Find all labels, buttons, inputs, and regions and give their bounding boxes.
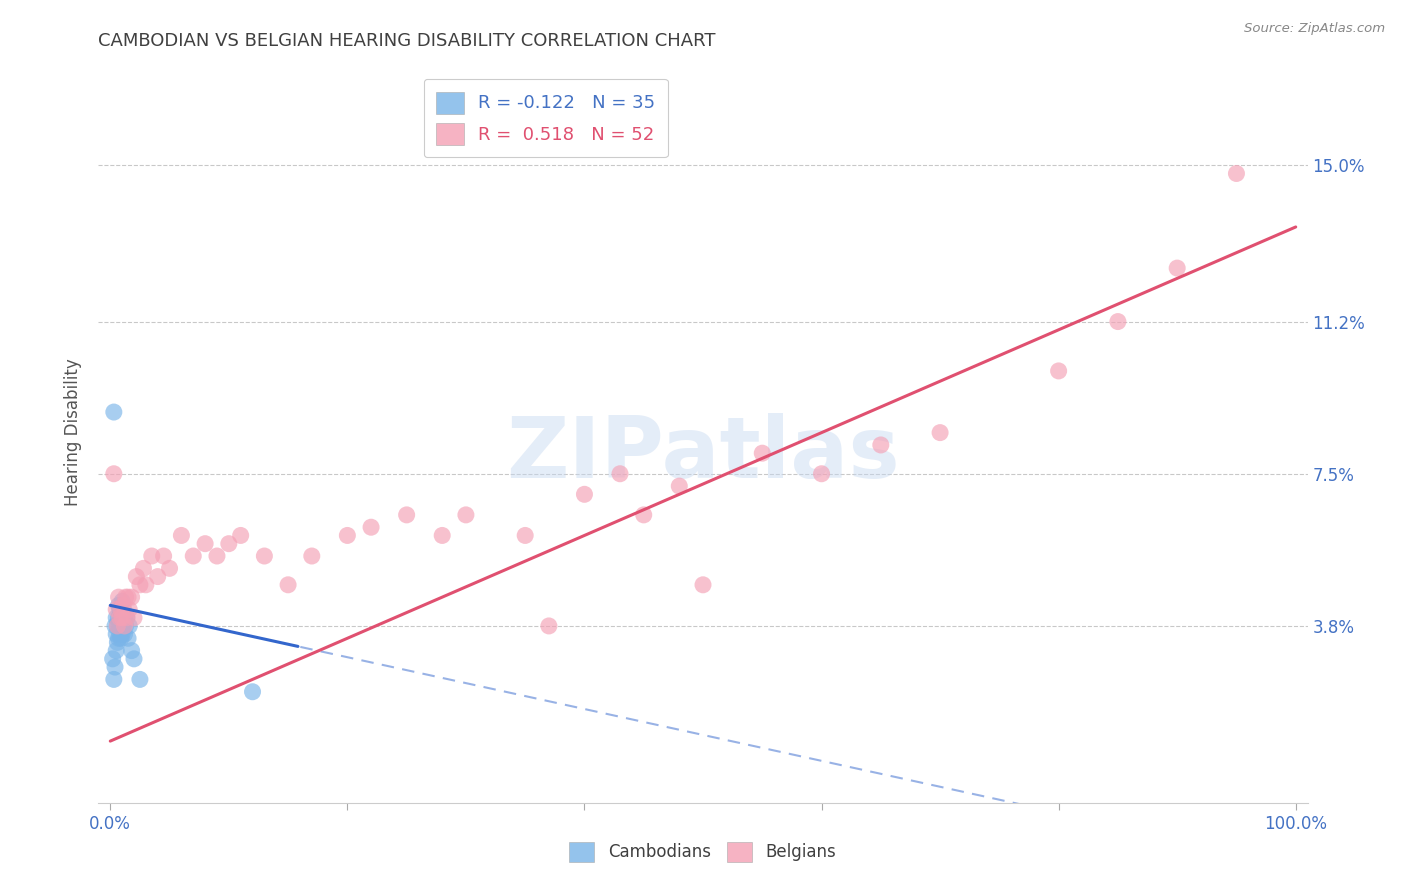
Point [454, 508, 477, 522]
Point [105, 627, 128, 641]
Point [218, 536, 240, 550]
Point [111, 627, 134, 641]
Point [122, 610, 145, 624]
Point [253, 549, 276, 563]
Point [360, 520, 382, 534]
Point [395, 508, 418, 522]
Point [692, 578, 714, 592]
Point [107, 610, 129, 624]
Point [277, 578, 299, 592]
Point [108, 627, 131, 641]
Point [810, 467, 832, 481]
Point [111, 607, 134, 621]
Point [115, 610, 138, 624]
Point [205, 549, 228, 563]
Point [609, 467, 631, 481]
Point [104, 619, 127, 633]
Point [105, 610, 128, 624]
Point [103, 673, 125, 687]
Point [181, 549, 204, 563]
Point [114, 619, 136, 633]
Point [105, 643, 128, 657]
Point [110, 610, 132, 624]
Point [141, 549, 163, 563]
Point [114, 590, 136, 604]
Point [105, 635, 128, 649]
Legend: Cambodians, Belgians: Cambodians, Belgians [562, 835, 844, 869]
Point [108, 619, 131, 633]
Point [105, 619, 128, 633]
Point [103, 467, 125, 481]
Point [159, 561, 181, 575]
Point [107, 599, 129, 613]
Point [114, 619, 136, 633]
Point [103, 405, 125, 419]
Point [122, 652, 145, 666]
Point [152, 549, 174, 563]
Point [115, 610, 138, 624]
Point [117, 632, 139, 646]
Point [574, 487, 596, 501]
Point [101, 652, 124, 666]
Point [104, 660, 127, 674]
Point [1225, 166, 1247, 180]
Point [121, 643, 143, 657]
Point [301, 549, 323, 563]
Point [105, 619, 128, 633]
Point [105, 602, 128, 616]
Point [114, 627, 136, 641]
Point [146, 569, 169, 583]
Point [117, 590, 139, 604]
Point [170, 528, 193, 542]
Point [129, 578, 152, 592]
Point [668, 479, 690, 493]
Point [112, 619, 135, 633]
Point [515, 528, 537, 542]
Point [112, 599, 135, 613]
Point [110, 632, 132, 646]
Point [112, 602, 135, 616]
Point [118, 602, 141, 616]
Point [121, 590, 143, 604]
Point [633, 508, 655, 522]
Point [111, 619, 134, 633]
Point [194, 536, 217, 550]
Point [432, 528, 454, 542]
Point [751, 446, 773, 460]
Point [110, 602, 132, 616]
Point [111, 610, 134, 624]
Point [336, 528, 359, 542]
Point [1166, 261, 1188, 276]
Point [107, 590, 129, 604]
Point [129, 673, 152, 687]
Point [1107, 314, 1129, 328]
Point [114, 610, 136, 624]
Text: ZIPatlas: ZIPatlas [506, 413, 900, 496]
Point [110, 602, 132, 616]
Point [242, 685, 264, 699]
Text: Source: ZipAtlas.com: Source: ZipAtlas.com [1244, 22, 1385, 36]
Point [537, 619, 560, 633]
Point [929, 425, 952, 440]
Text: CAMBODIAN VS BELGIAN HEARING DISABILITY CORRELATION CHART: CAMBODIAN VS BELGIAN HEARING DISABILITY … [98, 32, 716, 50]
Point [229, 528, 252, 542]
Point [135, 578, 157, 592]
Point [869, 438, 891, 452]
Point [132, 561, 155, 575]
Point [125, 569, 148, 583]
Point [108, 602, 131, 616]
Point [118, 619, 141, 633]
Point [107, 632, 129, 646]
Point [1047, 364, 1070, 378]
Point [108, 610, 131, 624]
Y-axis label: Hearing Disability: Hearing Disability [65, 359, 83, 507]
Point [111, 594, 134, 608]
